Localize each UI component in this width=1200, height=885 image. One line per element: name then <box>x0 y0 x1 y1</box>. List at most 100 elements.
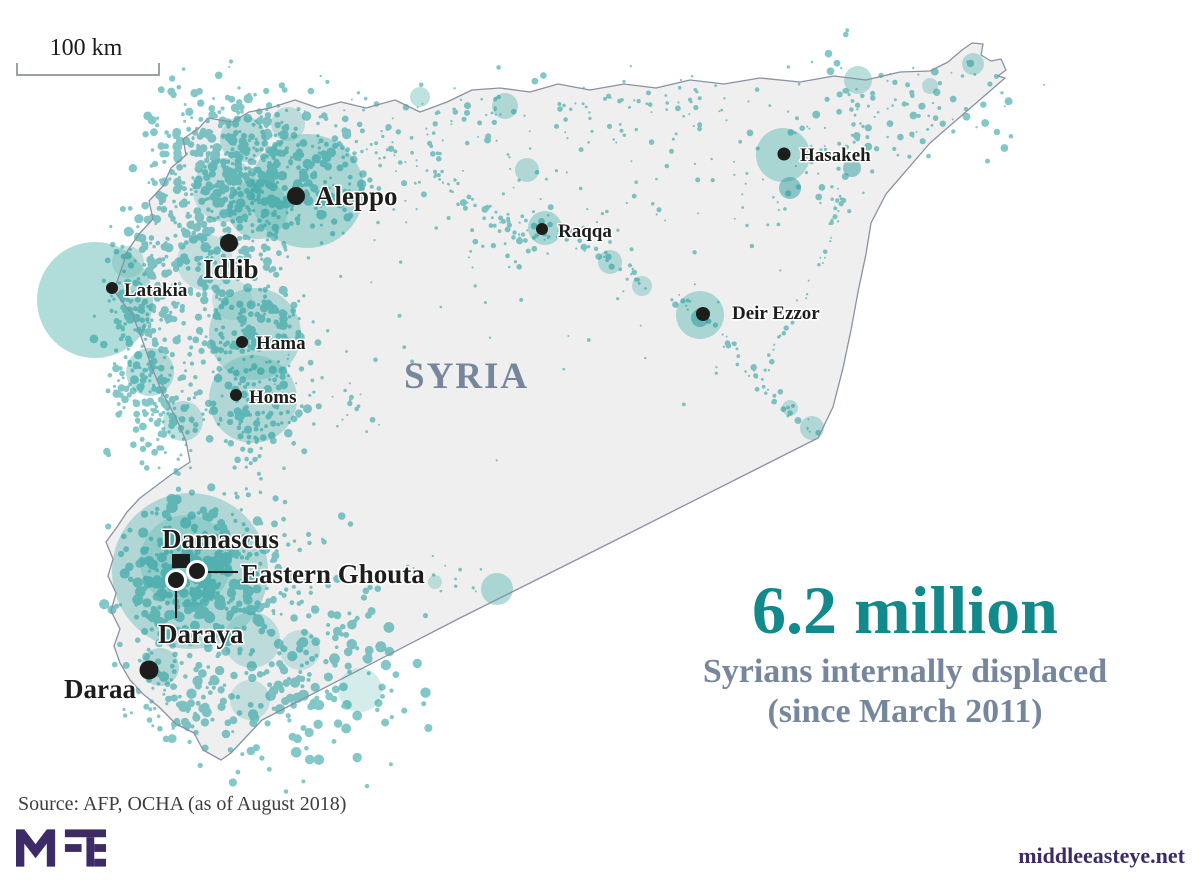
dot <box>224 133 234 142</box>
dot <box>359 170 367 178</box>
dot <box>723 97 726 100</box>
scale-bar-label: 100 km <box>49 35 123 61</box>
dot <box>134 602 139 607</box>
dot <box>228 304 235 310</box>
dot <box>206 665 211 669</box>
dot <box>160 205 168 213</box>
dot <box>297 637 309 648</box>
dot <box>148 442 153 446</box>
dot <box>215 315 219 319</box>
dot <box>949 95 957 103</box>
dot <box>231 730 235 734</box>
dot <box>251 363 258 370</box>
dot <box>188 382 193 387</box>
dot <box>161 591 165 596</box>
dot <box>139 436 145 442</box>
dot <box>203 643 213 653</box>
dot <box>678 293 681 296</box>
dot <box>100 340 108 349</box>
dot <box>674 132 678 136</box>
dot <box>214 598 226 610</box>
dot <box>224 607 229 611</box>
dot <box>152 383 155 387</box>
dot <box>129 248 133 251</box>
dot <box>193 666 200 673</box>
dot <box>247 138 251 143</box>
country-border <box>105 42 1007 761</box>
dot <box>209 406 219 415</box>
dot <box>148 390 152 394</box>
dot <box>259 446 263 450</box>
dot <box>512 230 517 235</box>
dot <box>246 661 257 672</box>
dot <box>471 586 475 590</box>
dot <box>512 186 515 189</box>
dot <box>675 105 681 112</box>
dot <box>143 465 150 471</box>
dot <box>779 269 782 272</box>
dot <box>210 255 214 259</box>
dot <box>303 404 312 414</box>
dot <box>387 145 395 152</box>
dot <box>281 697 290 706</box>
dot <box>126 392 132 398</box>
dot <box>223 439 228 444</box>
dot <box>281 87 288 93</box>
dot <box>280 120 284 124</box>
dot <box>145 603 150 607</box>
dot <box>237 646 243 653</box>
dot <box>146 717 153 723</box>
dot <box>290 132 298 139</box>
city-label-damascus: Damascus <box>162 524 279 554</box>
dot <box>446 216 451 220</box>
dot <box>342 188 348 194</box>
city-marker-aleppo <box>287 187 305 205</box>
dot <box>272 149 279 155</box>
dot <box>634 127 638 132</box>
dot <box>298 366 305 372</box>
dot <box>216 215 220 220</box>
dot <box>184 551 188 555</box>
dot <box>290 415 298 423</box>
dot <box>243 285 249 290</box>
dot <box>286 255 290 259</box>
dot <box>292 539 297 543</box>
dot <box>151 180 158 187</box>
dot <box>195 326 204 335</box>
dot <box>189 149 197 157</box>
dot <box>777 208 780 212</box>
dot <box>228 123 232 127</box>
dot <box>239 266 247 274</box>
dot <box>378 163 382 168</box>
dot <box>109 224 113 229</box>
dot <box>189 361 195 366</box>
dot <box>223 197 227 201</box>
dot <box>217 110 222 115</box>
dot <box>198 116 204 122</box>
dot <box>493 106 497 110</box>
dot <box>722 345 726 348</box>
stat-block: 6.2 million Syrians internally displaced… <box>655 576 1155 732</box>
dot <box>290 204 294 208</box>
dot <box>260 257 264 261</box>
dot <box>434 226 439 230</box>
dot <box>120 333 126 338</box>
dot <box>341 155 346 160</box>
dot <box>208 245 212 249</box>
dot <box>237 178 243 184</box>
dot <box>364 783 370 789</box>
dot <box>819 201 822 205</box>
dot <box>259 303 269 313</box>
dot <box>331 135 339 142</box>
dot <box>391 141 394 144</box>
dot <box>332 634 339 642</box>
dot <box>150 177 155 182</box>
dot <box>672 301 679 308</box>
dot <box>810 144 813 147</box>
dot <box>178 700 186 708</box>
dot <box>916 113 921 118</box>
dot <box>693 283 696 286</box>
dot <box>134 307 138 312</box>
dot <box>205 151 212 157</box>
dot <box>238 248 244 254</box>
